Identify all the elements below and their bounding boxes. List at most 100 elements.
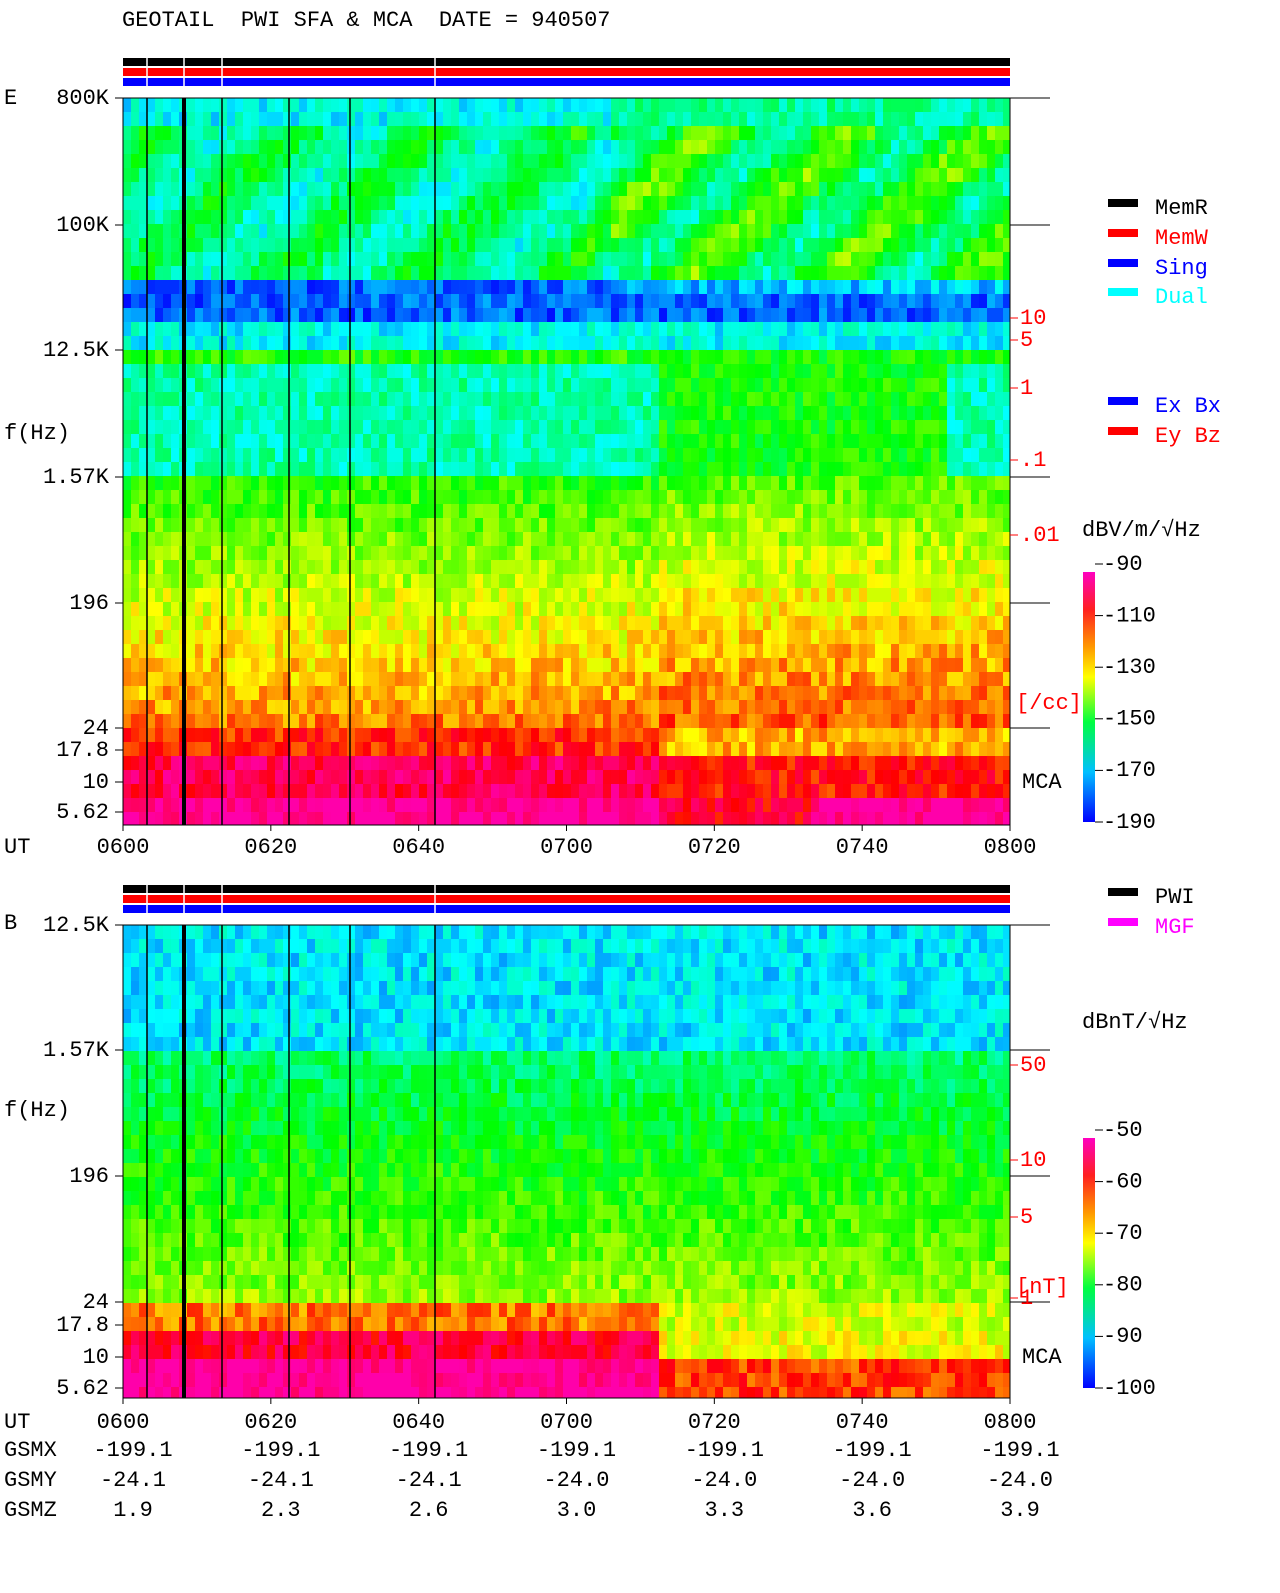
spectrogram-cell bbox=[131, 266, 140, 281]
spectrogram-cell bbox=[515, 560, 524, 575]
spectrogram-cell bbox=[787, 658, 796, 673]
spectrogram-cell bbox=[403, 182, 412, 197]
spectrogram-cell bbox=[499, 630, 508, 645]
spectrogram-cell bbox=[923, 406, 932, 421]
spectrogram-cell bbox=[259, 182, 268, 197]
spectrogram-cell bbox=[931, 448, 940, 463]
spectrogram-cell bbox=[651, 644, 660, 659]
spectrogram-cell bbox=[427, 518, 436, 533]
spectrogram-cell bbox=[291, 308, 300, 323]
spectrogram-cell bbox=[795, 448, 804, 463]
spectrogram-cell bbox=[867, 140, 876, 155]
spectrogram-cell bbox=[467, 238, 476, 253]
spectrogram-cell bbox=[171, 336, 180, 351]
spectrogram-cell bbox=[395, 532, 404, 547]
spectrogram-cell bbox=[355, 378, 364, 393]
spectrogram-cell bbox=[323, 504, 332, 519]
spectrogram-cell bbox=[859, 364, 868, 379]
spectrogram-cell bbox=[819, 336, 828, 351]
spectrogram-cell bbox=[851, 126, 860, 141]
spectrogram-cell bbox=[211, 602, 220, 617]
spectrogram-cell bbox=[899, 364, 908, 379]
spectrogram-cell bbox=[315, 630, 324, 645]
spectrogram-cell bbox=[419, 336, 428, 351]
spectrogram-cell bbox=[979, 714, 988, 729]
spectrogram-cell bbox=[571, 490, 580, 505]
spectrogram-cell bbox=[339, 616, 348, 631]
spectrogram-cell bbox=[467, 476, 476, 491]
spectrogram-cell bbox=[227, 378, 236, 393]
spectrogram-cell bbox=[731, 364, 740, 379]
spectrogram-cell bbox=[235, 238, 244, 253]
spectrogram-cell bbox=[651, 686, 660, 701]
spectrogram-cell bbox=[683, 140, 692, 155]
spectrogram-cell bbox=[419, 350, 428, 365]
spectrogram-cell bbox=[811, 126, 820, 141]
spectrogram-cell bbox=[651, 420, 660, 435]
spectrogram-cell bbox=[611, 700, 620, 715]
spectrogram-cell bbox=[971, 168, 980, 183]
spectrogram-cell bbox=[187, 560, 196, 575]
spectrogram-cell bbox=[467, 266, 476, 281]
spectrogram-cell bbox=[203, 364, 212, 379]
spectrogram-cell bbox=[731, 420, 740, 435]
spectrogram-cell bbox=[995, 518, 1004, 533]
spectrogram-cell bbox=[627, 644, 636, 659]
spectrogram-cell bbox=[851, 490, 860, 505]
spectrogram-cell bbox=[691, 378, 700, 393]
spectrogram-cell bbox=[915, 406, 924, 421]
spectrogram-cell bbox=[787, 462, 796, 477]
spectrogram-cell bbox=[931, 322, 940, 337]
spectrogram-cell bbox=[939, 672, 948, 687]
spectrogram-cell bbox=[539, 112, 548, 127]
spectrogram-cell bbox=[667, 630, 676, 645]
spectrogram-cell bbox=[259, 252, 268, 267]
spectrogram-cell bbox=[963, 504, 972, 519]
spectrogram-cell bbox=[1003, 532, 1011, 547]
spectrogram-cell bbox=[171, 126, 180, 141]
spectrogram-cell bbox=[907, 616, 916, 631]
spectrogram-cell bbox=[851, 476, 860, 491]
spectrogram-cell bbox=[667, 448, 676, 463]
spectrogram-cell bbox=[595, 588, 604, 603]
spectrogram-cell bbox=[459, 280, 468, 295]
spectrogram-cell bbox=[1003, 238, 1011, 253]
spectrogram-cell bbox=[475, 644, 484, 659]
spectrogram-cell bbox=[627, 224, 636, 239]
spectrogram-cell bbox=[523, 294, 532, 309]
spectrogram-cell bbox=[747, 350, 756, 365]
spectrogram-cell bbox=[651, 238, 660, 253]
spectrogram-cell bbox=[467, 574, 476, 589]
spectrogram-cell bbox=[187, 700, 196, 715]
spectrogram-cell bbox=[155, 406, 164, 421]
spectrogram-cell bbox=[347, 672, 356, 687]
spectrogram-cell bbox=[331, 546, 340, 561]
spectrogram-cell bbox=[483, 308, 492, 323]
spectrogram-cell bbox=[531, 126, 540, 141]
spectrogram-cell bbox=[571, 378, 580, 393]
spectrogram-cell bbox=[595, 714, 604, 729]
spectrogram-cell bbox=[547, 112, 556, 127]
spectrogram-cell bbox=[923, 476, 932, 491]
spectrogram-cell bbox=[539, 210, 548, 225]
spectrogram-cell bbox=[547, 266, 556, 281]
spectrogram-cell bbox=[539, 420, 548, 435]
spectrogram-cell bbox=[507, 602, 516, 617]
spectrogram-cell bbox=[467, 294, 476, 309]
spectrogram-cell bbox=[563, 644, 572, 659]
spectrogram-cell bbox=[331, 252, 340, 267]
spectrogram-cell bbox=[547, 420, 556, 435]
spectrogram-cell bbox=[595, 686, 604, 701]
spectrogram-cell bbox=[611, 588, 620, 603]
spectrogram-cell bbox=[235, 112, 244, 127]
spectrogram-cell bbox=[515, 644, 524, 659]
spectrogram-cell bbox=[331, 560, 340, 575]
spectrogram-cell bbox=[275, 714, 284, 729]
spectrogram-cell bbox=[339, 196, 348, 211]
spectrogram-cell bbox=[259, 504, 268, 519]
spectrogram-cell bbox=[707, 308, 716, 323]
spectrogram-cell bbox=[627, 588, 636, 603]
spectrogram-cell bbox=[827, 532, 836, 547]
spectrogram-cell bbox=[203, 378, 212, 393]
spectrogram-cell bbox=[307, 322, 316, 337]
